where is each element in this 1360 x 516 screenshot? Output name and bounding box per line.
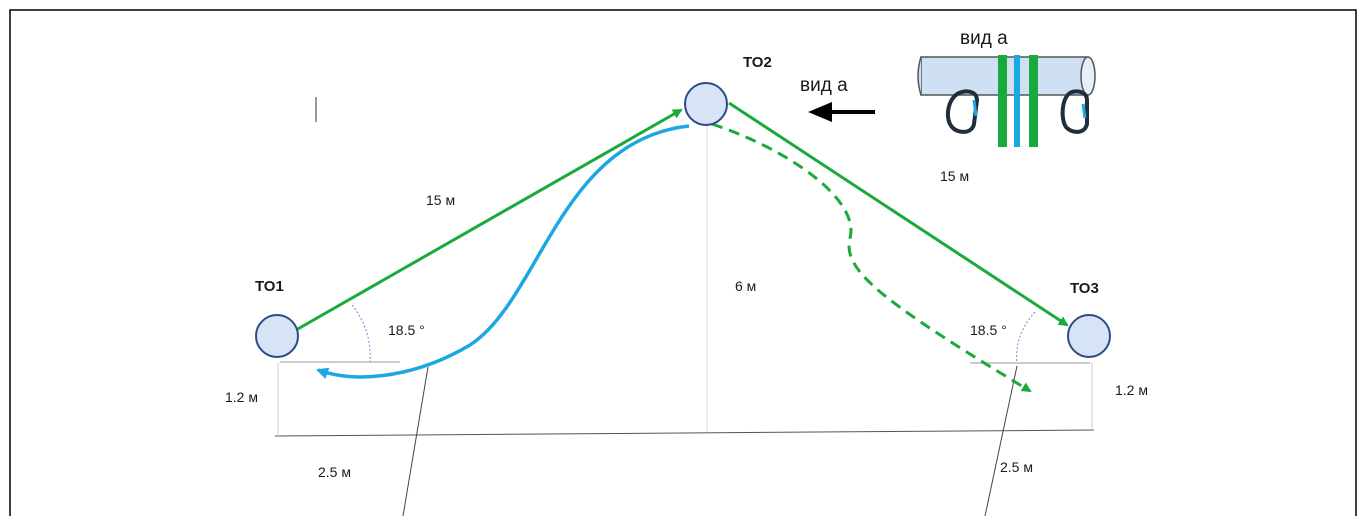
inset-carabiner-right-gate xyxy=(1081,103,1087,119)
left-leader-line xyxy=(402,366,429,516)
inset-title: вид а xyxy=(960,28,1008,49)
ground-line xyxy=(274,429,1095,437)
left-rope-length-label: 15 м xyxy=(426,192,455,208)
node-to2 xyxy=(684,82,728,126)
inset-green-strap-left xyxy=(998,55,1007,147)
node-to3-label: ТО3 xyxy=(1070,280,1099,297)
diagram-frame xyxy=(9,9,1357,516)
green-dashed-rope xyxy=(711,122,1032,393)
left-offset-label: 2.5 м xyxy=(318,464,351,480)
right-anchor-height-label: 1.2 м xyxy=(1115,382,1148,398)
node-to2-label: ТО2 xyxy=(743,54,772,71)
right-leader-line xyxy=(984,365,1018,516)
left-anchor-height-label: 1.2 м xyxy=(225,389,258,405)
inset-view-a: вид а xyxy=(917,28,1096,147)
inset-green-strap-right xyxy=(1029,55,1038,147)
height-label: 6 м xyxy=(735,278,756,294)
node-to1-label: ТО1 xyxy=(255,278,284,295)
right-rope-length-label: 15 м xyxy=(940,168,969,184)
left-angle-label: 18.5 ° xyxy=(388,322,425,338)
left-angle-arc xyxy=(351,304,371,363)
inset-pipe-right-end xyxy=(1080,56,1096,96)
right-angle-arc xyxy=(1016,311,1036,364)
node-to1 xyxy=(255,314,299,358)
inset-pipe-left-end xyxy=(917,56,922,96)
blue-rope xyxy=(316,124,690,380)
green-rope-right xyxy=(728,101,1069,327)
view-arrow-head xyxy=(808,102,832,122)
green-rope-left xyxy=(295,108,683,332)
inset-blue-strap xyxy=(1014,55,1020,147)
inset-carabiner-left xyxy=(945,89,980,134)
right-angle-label: 18.5 ° xyxy=(970,322,1007,338)
right-offset-label: 2.5 м xyxy=(1000,459,1033,475)
node-to3 xyxy=(1067,314,1111,358)
inset-carabiner-right xyxy=(1060,89,1089,134)
inset-carabiner-left-gate xyxy=(972,99,978,117)
view-arrow-label: вид а xyxy=(800,75,848,96)
